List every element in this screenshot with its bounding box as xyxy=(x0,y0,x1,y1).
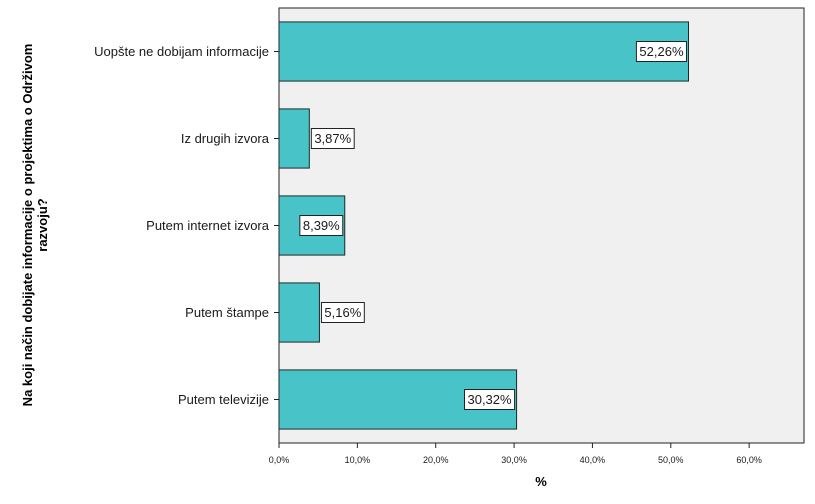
x-tick-label: 40,0% xyxy=(580,455,606,465)
data-label-box xyxy=(299,215,344,236)
data-label-box xyxy=(635,41,687,62)
data-label-group: 3,87% xyxy=(310,128,355,149)
data-label-group: 8,39% xyxy=(299,215,344,236)
data-label: 8,39% xyxy=(303,218,340,233)
data-label: 30,32% xyxy=(467,392,512,407)
data-label-box xyxy=(310,128,355,149)
data-label: 5,16% xyxy=(324,305,361,320)
x-tick-label: 60,0% xyxy=(736,455,762,465)
data-label: 3,87% xyxy=(314,131,351,146)
category-label: Uopšte ne dobijam informacije xyxy=(94,44,269,59)
data-label-group: 5,16% xyxy=(320,302,365,323)
bar xyxy=(278,282,320,343)
category-label: Putem internet izvora xyxy=(146,218,270,233)
data-label: 52,26% xyxy=(639,44,684,59)
x-tick-label: 0,0% xyxy=(269,455,290,465)
x-axis-title: % xyxy=(535,474,547,489)
x-tick-label: 20,0% xyxy=(423,455,449,465)
bar xyxy=(278,108,310,169)
data-label-box xyxy=(463,389,516,410)
bar xyxy=(278,21,689,82)
category-label: Putem televizije xyxy=(178,392,269,407)
x-tick-label: 10,0% xyxy=(345,455,371,465)
category-label: Iz drugih izvora xyxy=(181,131,270,146)
x-tick-label: 30,0% xyxy=(501,455,527,465)
x-tick-label: 50,0% xyxy=(658,455,684,465)
data-label-box xyxy=(320,302,365,323)
data-label-group: 52,26% xyxy=(635,41,687,62)
category-label: Putem štampe xyxy=(185,305,269,320)
y-axis-title: Na koji način dobijate informacije o pro… xyxy=(20,44,50,407)
data-label-group: 30,32% xyxy=(463,389,516,410)
